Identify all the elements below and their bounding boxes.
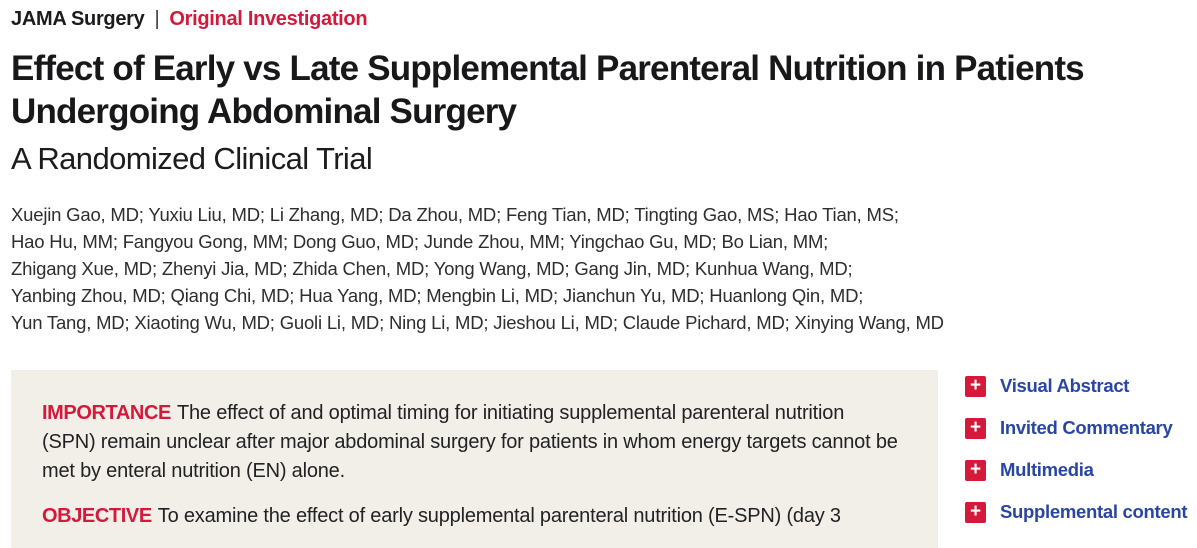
importance-text: The effect of and optimal timing for ini… [42, 402, 898, 483]
importance-label: IMPORTANCE [42, 402, 171, 425]
author-line: Zhigang Xue, MD; Zhenyi Jia, MD; Zhida C… [11, 258, 853, 280]
journal-header: JAMA Surgery | Original Investigation [11, 8, 1197, 31]
author-list: Xuejin Gao, MD; Yuxiu Liu, MD; Li Zhang,… [11, 201, 1197, 336]
header-separator: | [154, 8, 160, 30]
link-supplemental-content[interactable]: + Supplemental content [965, 501, 1197, 523]
article-subtitle: A Randomized Clinical Trial [11, 141, 373, 177]
author-line: Yanbing Zhou, MD; Qiang Chi, MD; Hua Yan… [11, 285, 864, 307]
abstract-box: IMPORTANCE The effect of and optimal timi… [11, 370, 938, 548]
abstract-section-importance: IMPORTANCE The effect of and optimal timi… [42, 399, 902, 486]
author-line: Hao Hu, MM; Fangyou Gong, MM; Dong Guo, … [11, 231, 829, 253]
abstract-section-objective: OBJECTIVE To examine the effect of early … [42, 502, 902, 531]
link-label: Visual Abstract [1000, 375, 1130, 397]
author-line: Xuejin Gao, MD; Yuxiu Liu, MD; Li Zhang,… [11, 204, 899, 226]
main-content-row: IMPORTANCE The effect of and optimal timi… [11, 370, 1197, 548]
plus-icon: + [965, 459, 986, 481]
plus-icon: + [965, 417, 986, 439]
plus-icon: + [965, 501, 986, 523]
article-title: Effect of Early vs Late Supplemental Par… [11, 49, 1085, 131]
objective-label: OBJECTIVE [42, 505, 152, 528]
link-multimedia[interactable]: + Multimedia [965, 459, 1197, 481]
article-category: Original Investigation [169, 8, 368, 30]
author-line: Yun Tang, MD; Xiaoting Wu, MD; Guoli Li,… [11, 312, 944, 334]
related-content-sidebar: + Visual Abstract + Invited Commentary +… [965, 370, 1197, 543]
journal-name: JAMA Surgery [11, 8, 145, 30]
plus-icon: + [965, 375, 986, 397]
link-label: Invited Commentary [1000, 417, 1173, 439]
link-label: Supplemental content [1000, 501, 1188, 523]
objective-text: To examine the effect of early supplemen… [157, 505, 841, 528]
link-invited-commentary[interactable]: + Invited Commentary [965, 417, 1197, 439]
link-label: Multimedia [1000, 459, 1094, 481]
link-visual-abstract[interactable]: + Visual Abstract [965, 375, 1197, 397]
